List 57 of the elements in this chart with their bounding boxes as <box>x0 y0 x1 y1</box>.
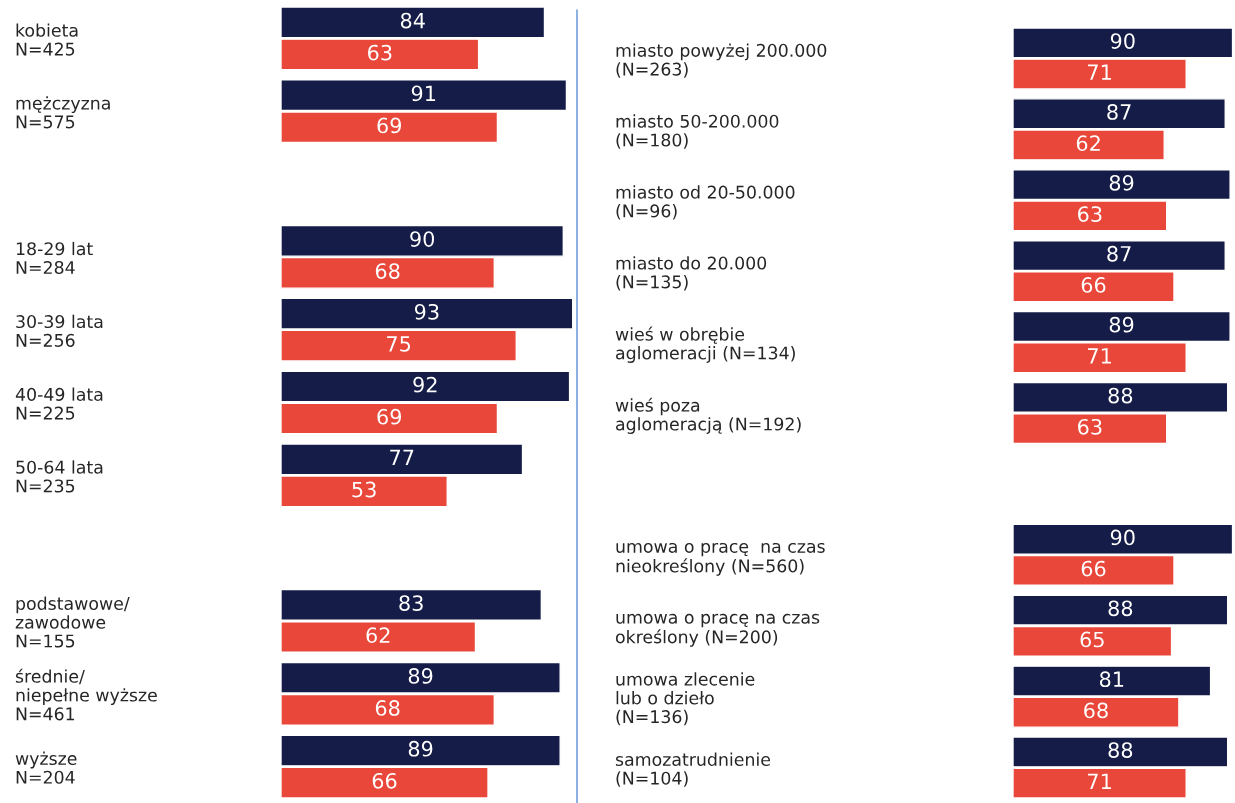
y-tick-label: umowa o pracę na czas określony (N=200) <box>615 613 820 647</box>
data-label: 91 <box>411 85 436 102</box>
y-tick-label: umowa zlecenie lub o dzieło (N=136) <box>616 672 755 726</box>
data-label: 87 <box>1107 245 1131 262</box>
data-label: 68 <box>375 700 400 716</box>
data-label: 88 <box>1108 387 1133 404</box>
y-tick-label: miasto 50-200.000 (N=180) <box>616 114 779 149</box>
data-label: 69 <box>377 117 402 134</box>
data-label: 66 <box>1081 277 1106 293</box>
data-label: 92 <box>413 376 437 393</box>
data-label: 90 <box>1110 33 1135 49</box>
data-label: 65 <box>1080 631 1104 648</box>
data-label: 89 <box>408 740 433 757</box>
data-label: 75 <box>387 336 411 352</box>
data-label: 90 <box>410 231 435 247</box>
y-tick-label: podstawowe/ zawodowe N=155 <box>15 596 130 648</box>
data-label: 69 <box>377 408 402 425</box>
data-label: 88 <box>1108 600 1133 617</box>
y-tick-label: wieś w obrębie aglomeracji (N=134) <box>615 326 795 363</box>
data-label: 87 <box>1107 104 1131 120</box>
data-label: 83 <box>399 595 423 611</box>
data-label: 89 <box>1109 316 1134 333</box>
data-label: 71 <box>1088 348 1111 364</box>
data-label: 81 <box>1099 671 1124 688</box>
y-tick-label: miasto do 20.000 (N=135) <box>616 256 767 291</box>
data-label: 89 <box>408 668 433 684</box>
data-label: 90 <box>1110 529 1135 546</box>
y-tick-label: umowa o pracę na czas nieokreślony (N=560) <box>616 542 825 576</box>
data-label: 93 <box>414 303 439 320</box>
y-tick-label: miasto powyżej 200.000 (N=263) <box>616 43 827 78</box>
y-tick-label: miasto od 20-50.000 (N=96) <box>616 185 795 220</box>
data-label: 71 <box>1088 773 1111 789</box>
y-tick-label: kobieta N=425 <box>16 23 78 56</box>
data-label: 53 <box>352 481 376 498</box>
data-label: 63 <box>1078 206 1102 222</box>
y-tick-label: wyższe N=204 <box>15 751 77 784</box>
data-label: 66 <box>372 772 397 789</box>
data-label: 63 <box>368 44 392 61</box>
data-label: 71 <box>1088 64 1111 80</box>
y-tick-label: średnie/ niepełne wyższe N=461 <box>15 668 157 721</box>
data-label: 62 <box>366 627 390 644</box>
y-tick-label: wieś poza aglomeracją (N=192) <box>615 397 801 434</box>
data-label: 68 <box>1084 702 1108 719</box>
data-label: 66 <box>1081 560 1106 577</box>
y-tick-label: 30-39 lata N=256 <box>16 314 103 347</box>
y-tick-label: 40-49 lata N=225 <box>15 387 103 420</box>
y-tick-label: mężczyzna N=575 <box>16 96 110 129</box>
data-label: 63 <box>1078 418 1102 435</box>
y-tick-label: 18-29 lat N=284 <box>16 241 93 275</box>
data-label: 88 <box>1108 742 1133 758</box>
data-label: 62 <box>1076 135 1100 152</box>
y-tick-label: samozatrudnienie (N=104) <box>615 752 771 787</box>
data-label: 89 <box>1109 174 1134 191</box>
data-label: 77 <box>390 449 414 466</box>
data-label: 68 <box>375 263 400 279</box>
y-tick-label: 50-64 lata N=235 <box>16 460 103 493</box>
data-label: 84 <box>400 12 425 29</box>
